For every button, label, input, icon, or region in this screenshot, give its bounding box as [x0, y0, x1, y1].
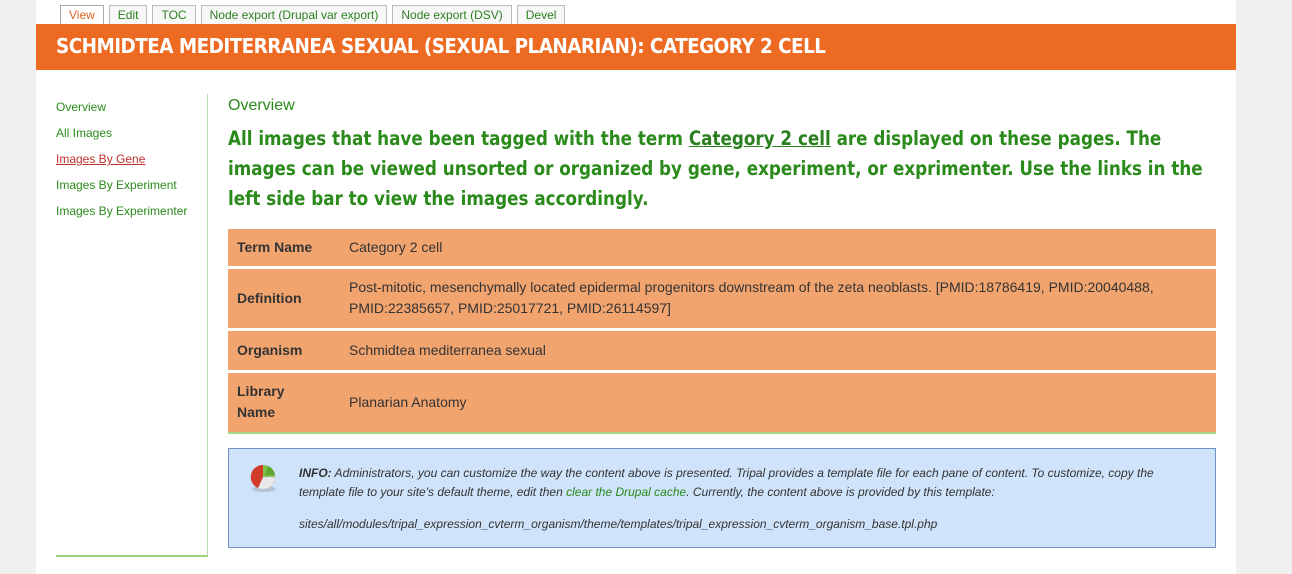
title-bar: SCHMIDTEA MEDITERRANEA SEXUAL (SEXUAL PL… — [36, 24, 1236, 70]
info-text-start: Administrators, you can customize the wa… — [299, 466, 1154, 499]
table-row: Organism Schmidtea mediterranea sexual — [228, 329, 1216, 373]
table-row: Term Name Category 2 cell — [228, 229, 1216, 269]
tab-toc[interactable]: TOC — [152, 5, 196, 24]
library-name-value: Planarian Anatomy — [332, 371, 1216, 434]
sidebar-divider — [56, 555, 208, 557]
clear-cache-link[interactable]: clear the Drupal cache — [566, 485, 687, 499]
term-name-label: Term Name — [228, 229, 332, 269]
tab-edit[interactable]: Edit — [108, 5, 148, 24]
page-title: SCHMIDTEA MEDITERRANEA SEXUAL (SEXUAL PL… — [56, 34, 826, 58]
library-name-label: Library Name — [228, 371, 332, 434]
tripal-info-icon — [248, 463, 282, 498]
sidebar-item-images-by-gene[interactable]: Images By Gene — [56, 152, 146, 166]
intro-text-start: All images that have been tagged with th… — [228, 127, 689, 150]
organism-label: Organism — [228, 329, 332, 373]
info-box: INFO: Administrators, you can customize … — [228, 448, 1216, 548]
intro-text: All images that have been tagged with th… — [228, 124, 1216, 214]
sidebar: Overview All Images Images By Gene Image… — [56, 94, 208, 556]
intro-text-end: are displayed on these pages. The images… — [228, 127, 1203, 210]
sidebar-item-overview[interactable]: Overview — [56, 100, 107, 114]
main-content: Overview All images that have been tagge… — [228, 94, 1216, 548]
table-row: Library Name Planarian Anatomy — [228, 371, 1216, 434]
definition-value: Post-mitotic, mesenchymally located epid… — [332, 267, 1216, 331]
sidebar-item-images-by-experiment[interactable]: Images By Experiment — [56, 178, 177, 192]
organism-value: Schmidtea mediterranea sexual — [332, 329, 1216, 373]
tab-node-export-drupal-var[interactable]: Node export (Drupal var export) — [200, 5, 388, 24]
sidebar-item-images-by-experimenter[interactable]: Images By Experimenter — [56, 204, 188, 218]
pane-title: Overview — [228, 97, 295, 114]
local-tabs: View Edit TOC Node export (Drupal var ex… — [60, 5, 566, 24]
term-details-table: Term Name Category 2 cell Definition Pos… — [228, 229, 1216, 434]
tab-view[interactable]: View — [60, 5, 104, 24]
term-name-value: Category 2 cell — [332, 229, 1216, 269]
tab-node-export-dsv[interactable]: Node export (DSV) — [392, 5, 512, 24]
tab-devel[interactable]: Devel — [516, 5, 566, 24]
info-text-end: . Currently, the content above is provid… — [686, 485, 995, 499]
table-row: Definition Post-mitotic, mesenchymally l… — [228, 267, 1216, 331]
info-message: INFO: Administrators, you can customize … — [299, 464, 1189, 502]
term-link[interactable]: Category 2 cell — [688, 127, 831, 150]
definition-label: Definition — [228, 267, 332, 331]
page: View Edit TOC Node export (Drupal var ex… — [36, 0, 1236, 574]
info-label: INFO: — [299, 466, 332, 480]
sidebar-item-all-images[interactable]: All Images — [56, 126, 113, 140]
template-path: sites/all/modules/tripal_expression_cvte… — [299, 517, 938, 531]
